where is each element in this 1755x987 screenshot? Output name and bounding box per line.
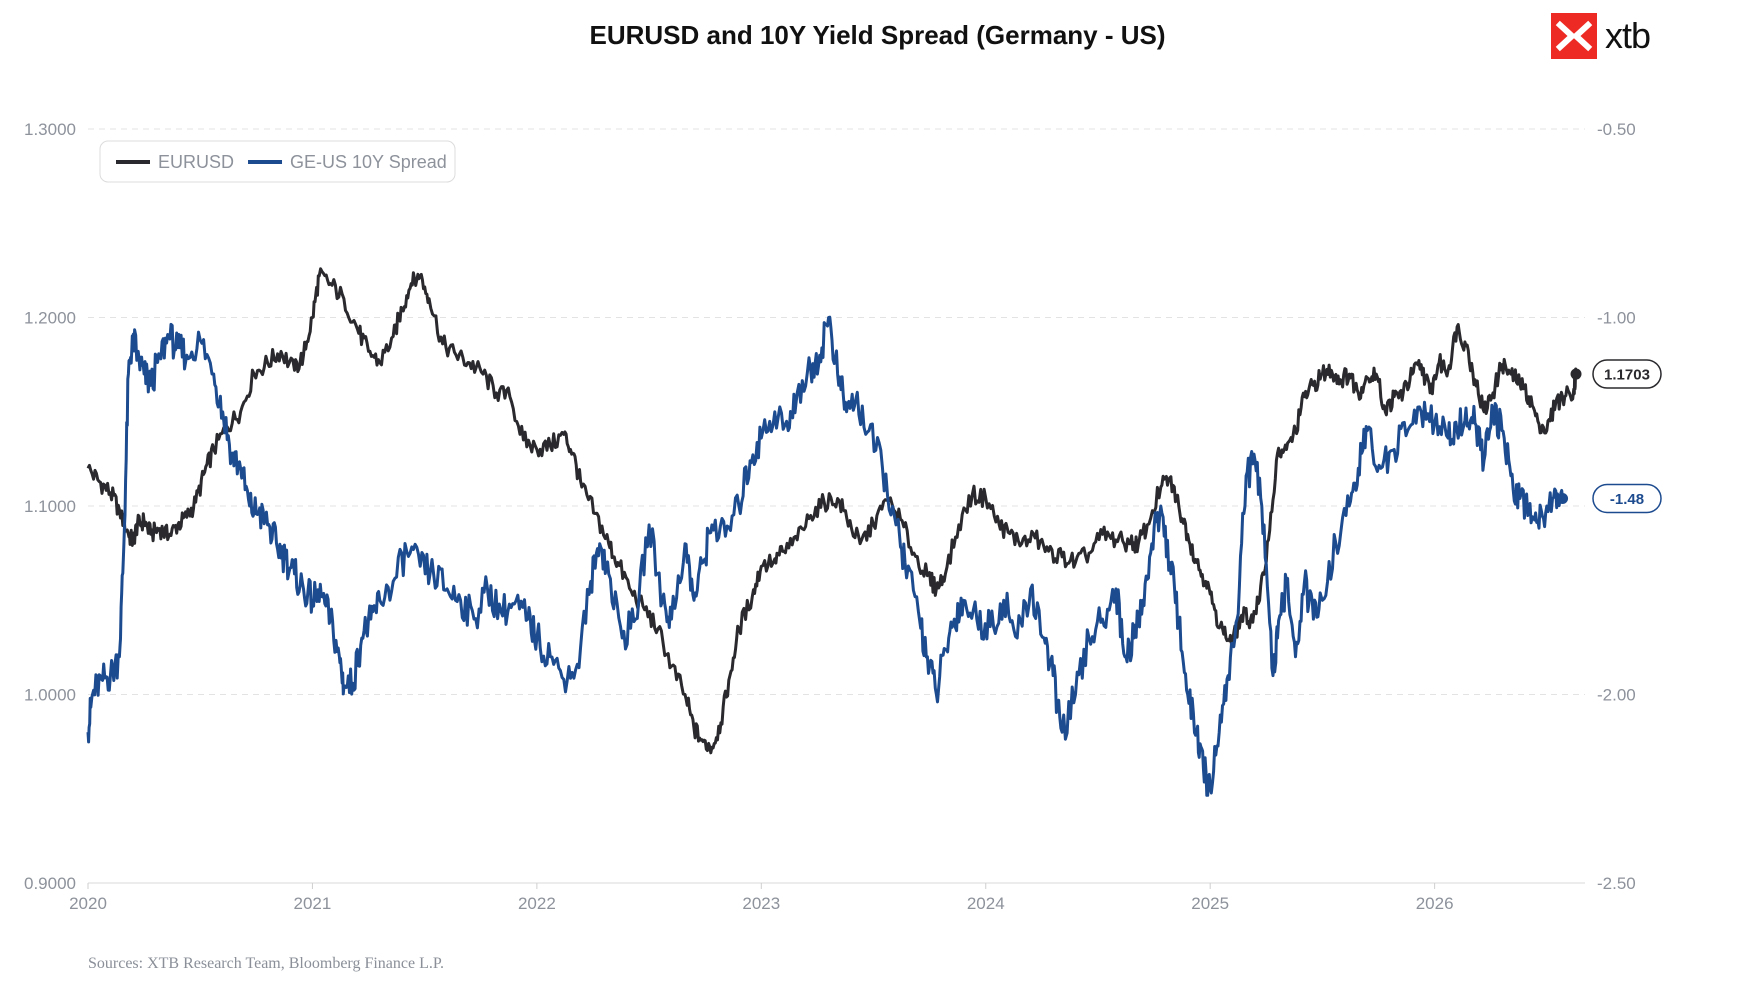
last-value-dot	[1570, 368, 1582, 380]
x-tick-label: 2020	[69, 894, 107, 913]
last-value-label: -1.48	[1610, 491, 1644, 508]
legend-label-spread: GE-US 10Y Spread	[290, 152, 447, 172]
y-right-tick-label: -1.00	[1597, 309, 1636, 328]
last-value-dot	[1557, 492, 1569, 504]
last-value-markers: 1.1703 -1.48	[1557, 359, 1662, 514]
y-right-tick-label: -0.50	[1597, 120, 1636, 139]
y-right-tick-label: -2.00	[1597, 686, 1636, 705]
series-line-eurusd	[86, 267, 1578, 755]
legend-label-eurusd: EURUSD	[158, 152, 234, 172]
chart-title: EURUSD and 10Y Yield Spread (Germany - U…	[589, 20, 1166, 50]
x-tick-label: 2025	[1191, 894, 1229, 913]
xtb-logo-mark-icon	[1551, 13, 1597, 59]
series-line-spread	[86, 315, 1565, 797]
x-tick-label: 2024	[967, 894, 1005, 913]
x-tick-label: 2022	[518, 894, 556, 913]
last-value-badge	[1592, 483, 1662, 514]
y-right-tick-label: -2.50	[1597, 874, 1636, 893]
y-left-tick-label: 1.1000	[24, 497, 76, 516]
xtb-logo-text: xtb	[1605, 15, 1651, 56]
y-left-tick-label: 1.3000	[24, 120, 76, 139]
y-left-tick-label: 0.9000	[24, 874, 76, 893]
series-lines	[86, 267, 1578, 797]
xtb-logo: xtb	[1551, 12, 1651, 60]
last-value-label: 1.1703	[1604, 367, 1650, 384]
y-left-tick-label: 1.0000	[24, 686, 76, 705]
x-tick-label: 2026	[1416, 894, 1454, 913]
source-note: Sources: XTB Research Team, Bloomberg Fi…	[88, 955, 444, 972]
last-value-badge	[1592, 359, 1662, 389]
legend: EURUSD GE-US 10Y Spread	[99, 140, 456, 183]
x-tick-label: 2021	[294, 894, 332, 913]
y-left-tick-label: 1.2000	[24, 309, 76, 328]
x-tick-label: 2023	[742, 894, 780, 913]
